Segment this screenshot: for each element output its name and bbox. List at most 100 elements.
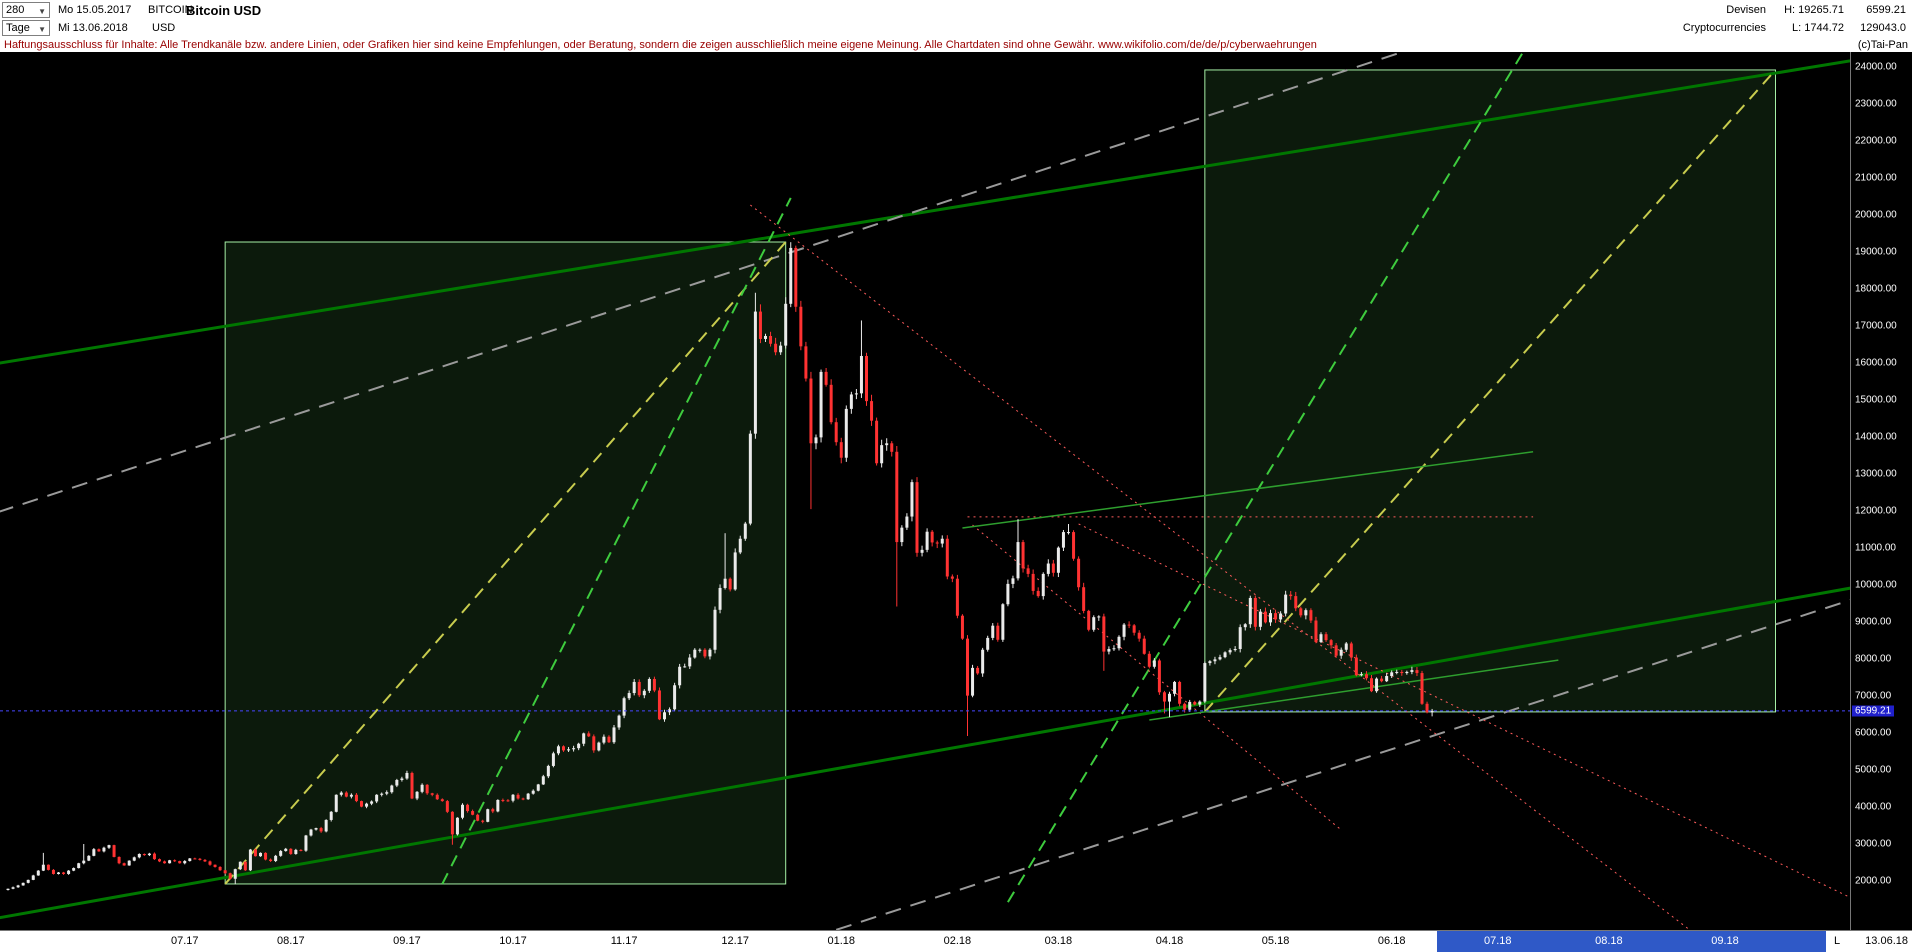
candle-body	[188, 858, 192, 862]
red-downtrend-from-march-high	[1078, 523, 1852, 899]
y-axis-label: 23000.00	[1855, 98, 1897, 110]
candle-body	[1213, 659, 1217, 662]
period-count-value: 280	[6, 4, 25, 16]
x-axis-label: 10.17	[499, 935, 527, 947]
candle-body	[1122, 624, 1126, 637]
candle-body	[178, 861, 182, 864]
candle-body	[147, 853, 151, 856]
candle-body	[769, 335, 773, 344]
candle-body	[1092, 617, 1096, 630]
candle-body	[1395, 671, 1399, 673]
y-axis-label: 17000.00	[1855, 320, 1897, 332]
candle-body	[395, 779, 399, 786]
y-axis[interactable]: 24000.00 23000.00 22000.00 21000.00 20000.00…	[1850, 52, 1912, 930]
candle-body	[471, 811, 475, 815]
candle-body	[168, 860, 172, 864]
candle-body	[1178, 681, 1182, 704]
disclaimer-text: Haftungsausschluss für Inhalte: Alle Tre…	[4, 39, 1317, 51]
candle-body	[930, 531, 934, 543]
candle-body	[718, 587, 722, 610]
candle-body	[1203, 663, 1207, 702]
green-dashed-fan-2018	[1007, 51, 1524, 903]
candle-body	[678, 666, 682, 686]
candle-body	[173, 860, 177, 862]
candle-body	[1405, 671, 1409, 674]
candle-body	[511, 794, 515, 801]
candle-body	[1077, 558, 1081, 588]
y-axis-label: 4000.00	[1855, 801, 1892, 813]
last-date-label: 13.06.18	[1865, 935, 1908, 947]
candle-body	[592, 736, 596, 751]
candle-body	[1420, 673, 1424, 704]
candle-body	[57, 872, 60, 874]
candle-body	[1218, 657, 1222, 660]
period-count-select[interactable]: ▼ 280	[2, 2, 50, 18]
candle-body	[683, 666, 687, 668]
y-axis-label: 8000.00	[1855, 653, 1892, 665]
candle-body	[1152, 660, 1156, 667]
candle-body	[1370, 678, 1373, 692]
upper-trend-channel	[0, 59, 1852, 365]
candle-body	[360, 801, 363, 807]
candle-body	[400, 778, 404, 780]
candlestick-chart[interactable]	[0, 51, 1852, 931]
candle-body	[142, 853, 146, 856]
candle-body	[854, 393, 858, 395]
candle-body	[779, 345, 783, 353]
candle-body	[1319, 634, 1323, 642]
candle-body	[1375, 678, 1379, 692]
candle-body	[425, 784, 429, 794]
candle-body	[405, 772, 409, 779]
candle-body	[1173, 681, 1177, 694]
lower-trend-channel	[0, 586, 1852, 920]
candle-body	[582, 733, 586, 744]
candle-body	[1359, 674, 1363, 676]
candle-body	[501, 799, 505, 801]
candle-body	[450, 811, 454, 835]
disclaimer-bar: Haftungsausschluss für Inhalte: Alle Tre…	[0, 38, 1912, 52]
candle-body	[1102, 616, 1106, 652]
candle-body	[1162, 692, 1166, 702]
candle-body	[77, 863, 81, 869]
candle-body	[693, 649, 697, 658]
candle-body	[117, 856, 121, 864]
candle-body	[733, 552, 737, 590]
candle-body	[986, 637, 990, 650]
period-unit-select[interactable]: ▼ Tage	[2, 20, 50, 36]
candle-body	[349, 794, 353, 797]
candle-body	[309, 829, 313, 836]
candle-body	[380, 793, 384, 795]
last-bar-marker: L	[1834, 935, 1841, 947]
chart-plot-area[interactable]	[0, 51, 1852, 931]
candle-body	[1006, 583, 1010, 605]
candle-body	[976, 667, 980, 674]
candle-body	[319, 828, 323, 832]
candle-body	[375, 794, 379, 802]
candle-body	[1314, 620, 1318, 642]
candle-body	[824, 371, 828, 385]
candle-body	[1304, 610, 1308, 616]
candle-body	[385, 792, 389, 794]
candle-body	[804, 346, 808, 379]
y-axis-label: 16000.00	[1855, 357, 1897, 369]
y-axis-label: 14000.00	[1855, 431, 1897, 443]
candle-body	[572, 748, 576, 750]
y-axis-label: 5000.00	[1855, 764, 1892, 776]
candle-body	[562, 746, 565, 751]
candle-body	[1430, 710, 1434, 713]
candle-body	[365, 803, 369, 807]
candle-body	[748, 433, 752, 524]
x-axis-label: 06.18	[1377, 935, 1406, 947]
candle-body	[354, 794, 358, 802]
candle-body	[238, 861, 242, 870]
candle-body	[865, 355, 868, 402]
candle-body	[491, 809, 495, 812]
candle-body	[1137, 632, 1141, 639]
candle-body	[253, 849, 257, 857]
candle-body	[218, 866, 222, 871]
candle-body	[551, 753, 555, 766]
candle-body	[1107, 649, 1111, 652]
candle-body	[279, 851, 283, 856]
candle-body	[1072, 532, 1076, 559]
x-axis[interactable]: 07.17 08.17 09.17 10.17 11.17 12.17 01.18 02.18…	[0, 930, 1912, 952]
